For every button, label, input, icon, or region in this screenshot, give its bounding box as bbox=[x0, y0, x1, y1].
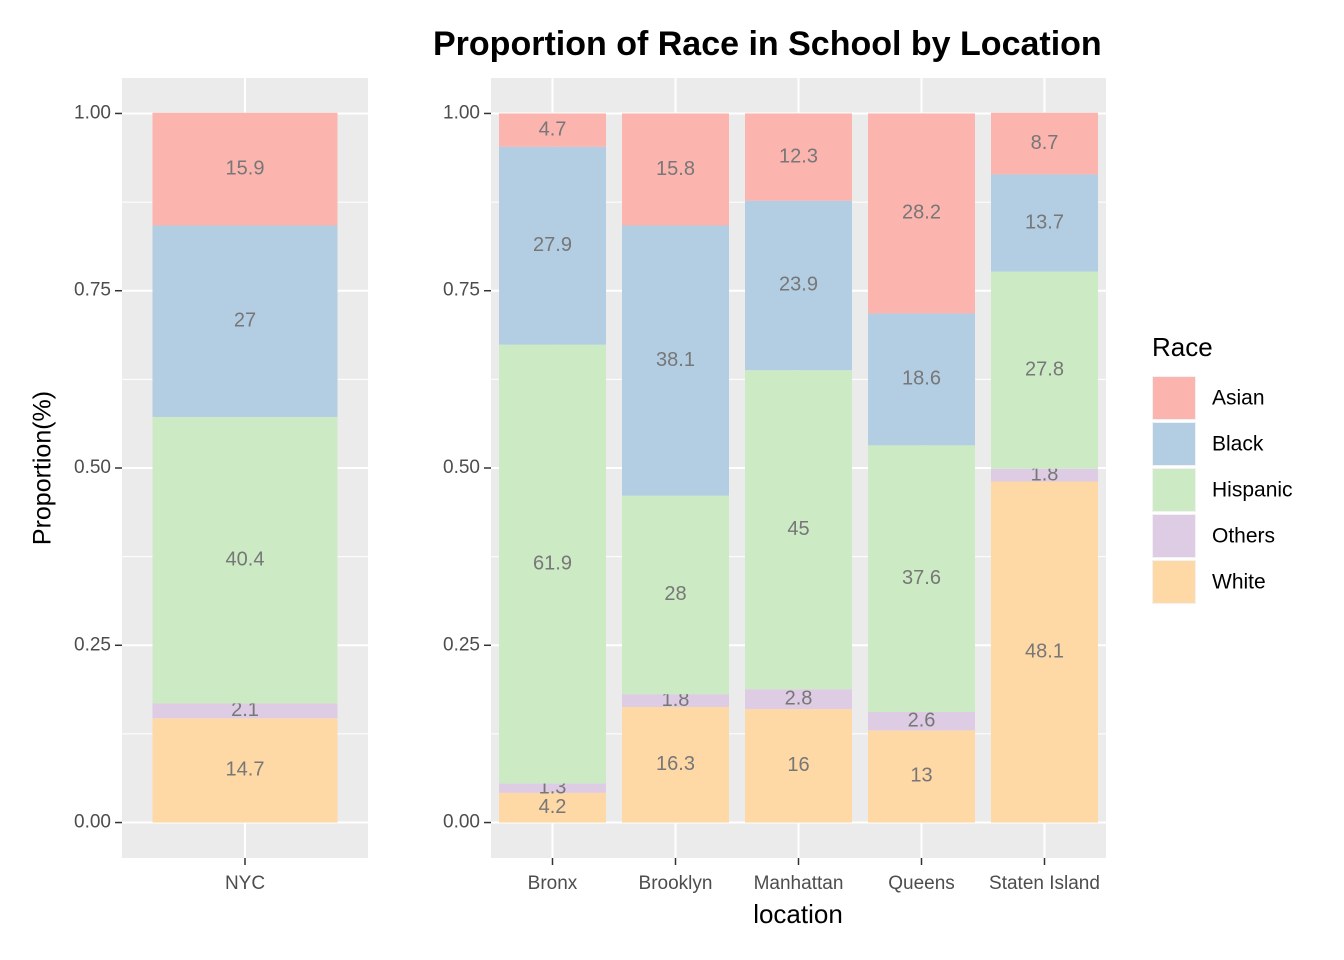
bar-segment bbox=[499, 344, 606, 784]
legend-label: Asian bbox=[1212, 387, 1265, 410]
legend-label: White bbox=[1212, 571, 1266, 594]
bar-segment bbox=[745, 709, 852, 823]
legend-swatch bbox=[1153, 561, 1195, 603]
bar-segment bbox=[868, 730, 975, 823]
y-tick-label: 0.50 bbox=[74, 457, 111, 478]
y-tick-label: 0.00 bbox=[74, 812, 111, 833]
data-label: 13.7 bbox=[1025, 211, 1064, 233]
data-label: 4.2 bbox=[539, 796, 567, 818]
data-label: 40.4 bbox=[226, 548, 265, 570]
legend-label: Others bbox=[1212, 525, 1275, 548]
bar-segment bbox=[152, 718, 338, 823]
x-tick-label: Manhattan bbox=[754, 873, 844, 894]
x-tick-label: Queens bbox=[888, 873, 955, 894]
data-label: 14.7 bbox=[226, 759, 265, 781]
x-tick-label: Bronx bbox=[528, 873, 578, 894]
data-label: 2.6 bbox=[908, 709, 936, 731]
data-label: 38.1 bbox=[656, 349, 695, 371]
bar-segment bbox=[868, 711, 975, 731]
bar-segment bbox=[991, 174, 1098, 272]
bar-segment bbox=[745, 200, 852, 371]
data-label: 2.1 bbox=[231, 699, 259, 721]
bar-segment bbox=[745, 689, 852, 710]
y-tick-label: 1.00 bbox=[74, 102, 111, 123]
y-tick-label: 0.25 bbox=[443, 634, 480, 655]
bar-segment bbox=[499, 146, 606, 345]
legend-swatch bbox=[1153, 377, 1195, 419]
chart-title: Proportion of Race in School by Location bbox=[433, 25, 1102, 63]
data-label: 4.7 bbox=[539, 118, 567, 140]
y-tick-label: 0.25 bbox=[74, 634, 111, 655]
data-label: 27 bbox=[234, 309, 256, 331]
bar-segment bbox=[868, 445, 975, 712]
y-axis-label: Proportion(%) bbox=[29, 391, 57, 545]
legend-label: Hispanic bbox=[1212, 479, 1293, 502]
bar-segment bbox=[499, 792, 606, 823]
data-label: 15.8 bbox=[656, 158, 695, 180]
data-label: 13 bbox=[910, 765, 932, 787]
legend-title: Race bbox=[1152, 332, 1213, 362]
bar-segment bbox=[622, 694, 729, 707]
data-label: 15.9 bbox=[226, 157, 265, 179]
bar-segment bbox=[152, 112, 338, 226]
legend-swatch bbox=[1153, 515, 1195, 557]
y-tick-label: 0.00 bbox=[443, 812, 480, 833]
bar-segment bbox=[991, 112, 1098, 175]
bar-segment bbox=[152, 225, 338, 417]
data-label: 28 bbox=[664, 583, 686, 605]
x-tick-label: NYC bbox=[225, 873, 265, 894]
legend-swatch bbox=[1153, 423, 1195, 465]
bar-segment bbox=[868, 313, 975, 446]
data-label: 8.7 bbox=[1031, 132, 1059, 154]
data-label: 16.3 bbox=[656, 753, 695, 775]
bar-segment bbox=[745, 113, 852, 201]
bar-segment bbox=[622, 706, 729, 823]
data-label: 18.6 bbox=[902, 368, 941, 390]
data-label: 16 bbox=[787, 754, 809, 776]
data-label: 37.6 bbox=[902, 567, 941, 589]
bar-segment bbox=[152, 703, 338, 719]
data-label: 1.8 bbox=[662, 689, 690, 711]
bar-segment bbox=[499, 113, 606, 147]
bar-segment bbox=[622, 113, 729, 226]
bar-segment bbox=[991, 481, 1098, 823]
x-tick-label: Brooklyn bbox=[639, 873, 713, 894]
legend-label: Black bbox=[1212, 433, 1264, 456]
bar-segment bbox=[991, 468, 1098, 482]
data-label: 2.8 bbox=[785, 687, 813, 709]
bar-segment bbox=[991, 271, 1098, 469]
x-tick-label: Staten Island bbox=[989, 873, 1100, 894]
legend-swatch bbox=[1153, 469, 1195, 511]
y-tick-label: 0.75 bbox=[443, 280, 480, 301]
data-label: 48.1 bbox=[1025, 640, 1064, 662]
bar-segment bbox=[745, 370, 852, 690]
data-label: 12.3 bbox=[779, 145, 818, 167]
data-label: 45 bbox=[787, 518, 809, 540]
data-label: 28.2 bbox=[902, 202, 941, 224]
y-tick-label: 0.50 bbox=[443, 457, 480, 478]
data-label: 1.8 bbox=[1031, 463, 1059, 485]
bar-segment bbox=[622, 495, 729, 695]
data-label: 23.9 bbox=[779, 274, 818, 296]
bar-segment bbox=[622, 225, 729, 496]
bar-segment bbox=[499, 783, 606, 793]
data-label: 27.8 bbox=[1025, 358, 1064, 380]
x-axis-label: location bbox=[753, 899, 843, 929]
bar-segment bbox=[152, 416, 338, 704]
data-label: 61.9 bbox=[533, 552, 572, 574]
y-tick-label: 1.00 bbox=[443, 102, 480, 123]
data-label: 27.9 bbox=[533, 234, 572, 256]
y-tick-label: 0.75 bbox=[74, 280, 111, 301]
bar-segment bbox=[868, 113, 975, 314]
